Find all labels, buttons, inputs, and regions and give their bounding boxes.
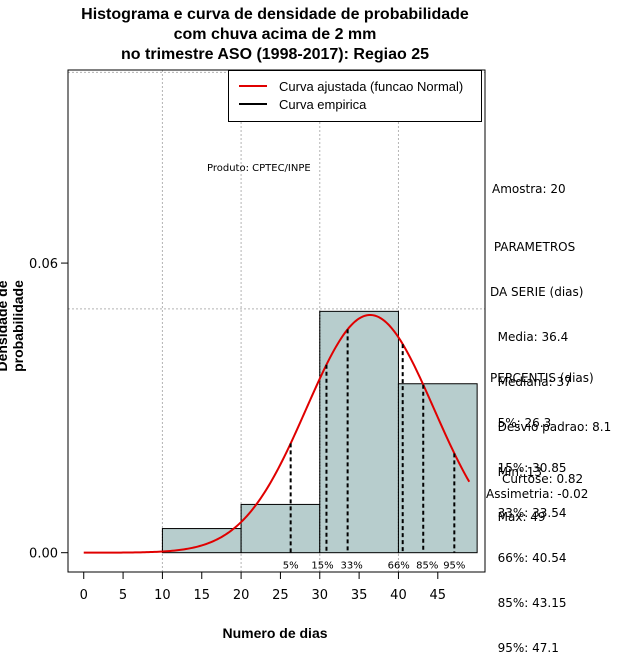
percentile-label-5%: 5% <box>283 561 299 572</box>
parametros-max: Max: 49 <box>490 510 546 524</box>
parametros-header-2: DA SERIE (dias) <box>490 285 584 299</box>
percentis-p66: 66%: 40.54 <box>490 551 567 565</box>
legend-swatch-fitted <box>239 85 267 87</box>
chart-legend: Curva ajustada (funcao Normal) Curva emp… <box>228 70 482 122</box>
y-tick-label-1: 0.06 <box>29 257 58 272</box>
parametros-mediana: Mediana: 37 <box>490 375 572 389</box>
parametros-media: Media: 36.4 <box>490 330 569 344</box>
parametros-desvio: Desvio padrao: 8.1 <box>490 420 612 434</box>
x-tick-label-40: 40 <box>390 588 407 603</box>
percentis-p95: 95%: 47.1 <box>490 641 559 655</box>
amostra-text: Amostra: 20 <box>492 182 566 196</box>
legend-swatch-empirical <box>239 103 267 105</box>
percentile-label-95%: 95% <box>443 561 465 572</box>
histogram-bar-3 <box>319 310 399 554</box>
histogram-bar-2 <box>240 503 321 554</box>
x-tick-label-35: 35 <box>351 588 368 603</box>
normal-fit-curve <box>83 313 471 554</box>
parametros-min: Min: 13 <box>490 465 543 479</box>
chart-title-line-2: com chuva acima de 2 mm <box>173 26 377 43</box>
percentis-p85: 85%: 43.15 <box>490 596 567 610</box>
parametros-header-1: PARAMETROS <box>490 240 576 254</box>
percentile-label-85%: 85% <box>416 561 438 572</box>
percentis-p33: 33%: 33.54 <box>490 506 567 520</box>
parametros-block: PARAMETROS DA SERIE (dias) Media: 36.4 M… <box>490 210 611 540</box>
y-tick-label-0: 0.00 <box>29 547 58 562</box>
produto-label: Produto: CPTEC/INPE <box>207 163 311 174</box>
legend-label-fitted: Curva ajustada (funcao Normal) <box>279 78 464 94</box>
chart-title-line-1: Histograma e curva de densidade de proba… <box>81 6 469 23</box>
percentis-p5: 5%: 26.3 <box>490 416 552 430</box>
x-tick-label-30: 30 <box>312 588 329 603</box>
histogram-bar-4 <box>397 383 478 554</box>
x-tick-label-25: 25 <box>272 588 289 603</box>
percentis-header: PERCENTIS (dias) <box>490 371 594 385</box>
x-tick-label-5: 5 <box>119 588 127 603</box>
curtose-text: Curtose: 0.82 <box>502 472 584 486</box>
legend-item-fitted: Curva ajustada (funcao Normal) <box>239 78 463 94</box>
percentis-block: PERCENTIS (dias) 5%: 26.3 15%: 30.85 33%… <box>490 341 594 671</box>
percentile-label-66%: 66% <box>388 561 410 572</box>
x-tick-label-0: 0 <box>80 588 88 603</box>
x-tick-label-10: 10 <box>154 588 171 603</box>
x-tick-label-20: 20 <box>233 588 250 603</box>
x-axis-label: Numero de dias <box>222 625 328 641</box>
assimetria-text: Assimetria: -0.02 <box>486 487 589 501</box>
percentile-label-33%: 33% <box>341 561 363 572</box>
legend-label-empirical: Curva empirica <box>279 96 367 112</box>
percentile-label-15%: 15% <box>311 561 333 572</box>
x-tick-label-45: 45 <box>430 588 447 603</box>
chart-title-line-3: no trimestre ASO (1998-2017): Regiao 25 <box>121 46 429 63</box>
y-axis-label: Densidade de probabilidade <box>0 280 26 372</box>
legend-item-empirical: Curva empirica <box>239 96 366 112</box>
percentis-p15: 15%: 30.85 <box>490 461 567 475</box>
x-tick-label-15: 15 <box>193 588 210 603</box>
